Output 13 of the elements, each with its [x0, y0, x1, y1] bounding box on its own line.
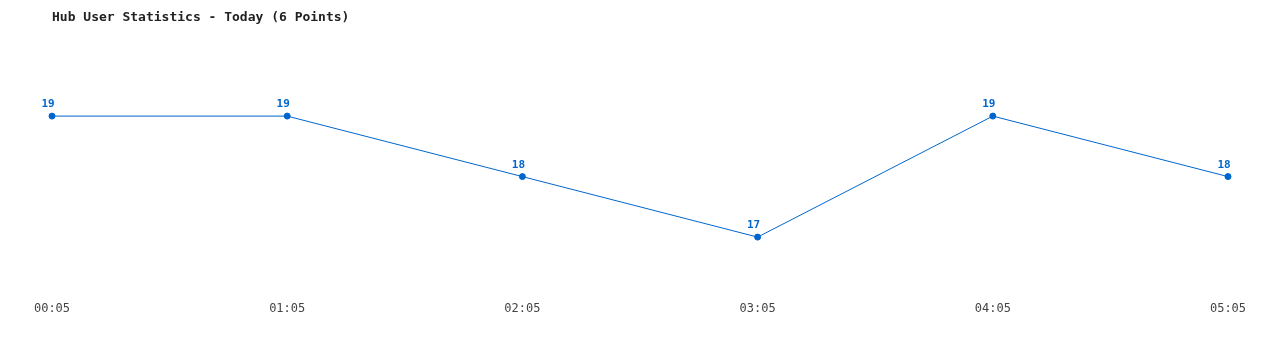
data-label: 18	[511, 157, 526, 171]
data-label: 18	[1217, 157, 1231, 171]
x-tick-label: 04:05	[974, 300, 1011, 315]
x-tick-label: 01:05	[269, 300, 306, 315]
data-label: 17	[746, 218, 761, 232]
x-tick-label: 03:05	[739, 300, 776, 315]
x-tick-label: 05:05	[1209, 300, 1247, 315]
data-label: 19	[982, 97, 996, 111]
x-tick-label: 00:05	[33, 300, 71, 315]
data-label: 19	[276, 97, 290, 111]
chart-title: Hub User Statistics - Today (6 Points)	[52, 9, 350, 25]
x-tick-label: 02:05	[504, 300, 541, 315]
data-label: 19	[41, 97, 55, 111]
